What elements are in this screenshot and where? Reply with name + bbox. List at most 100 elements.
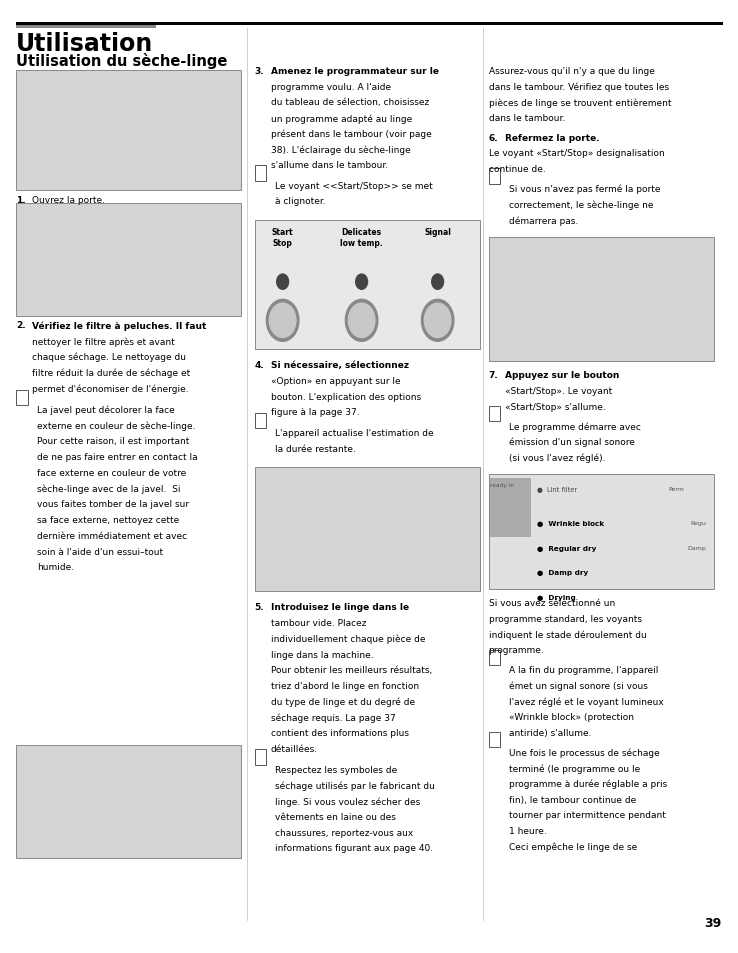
Text: figure à la page 37.: figure à la page 37. — [271, 408, 359, 416]
Text: Si nécessaire, sélectionnez: Si nécessaire, sélectionnez — [271, 360, 409, 370]
Text: 6.: 6. — [489, 133, 498, 142]
Text: Appuyez sur le bouton: Appuyez sur le bouton — [505, 371, 619, 379]
Text: indiquent le stade déroulement du: indiquent le stade déroulement du — [489, 630, 646, 639]
Text: linge dans la machine.: linge dans la machine. — [271, 650, 373, 659]
Text: Le voyant «Start/Stop» designalisation: Le voyant «Start/Stop» designalisation — [489, 149, 664, 158]
Text: du type de linge et du degré de: du type de linge et du degré de — [271, 697, 415, 706]
Text: dans le tambour.: dans le tambour. — [489, 113, 565, 123]
Text: la durée restante.: la durée restante. — [275, 444, 356, 453]
Text: La javel peut décolorer la face: La javel peut décolorer la face — [37, 405, 175, 415]
Text: Damp: Damp — [687, 545, 706, 550]
Text: «Wrinkle block» (protection: «Wrinkle block» (protection — [509, 712, 634, 721]
Text: séchage requis. La page 37: séchage requis. La page 37 — [271, 713, 396, 722]
Text: terminé (le programme ou le: terminé (le programme ou le — [509, 763, 641, 773]
Text: «Start/Stop». Le voyant: «Start/Stop». Le voyant — [505, 386, 612, 395]
Circle shape — [269, 304, 296, 338]
Text: ●  Drying: ● Drying — [537, 595, 576, 600]
Text: continue de.: continue de. — [489, 165, 545, 173]
Text: externe en couleur de sèche-linge.: externe en couleur de sèche-linge. — [37, 421, 196, 431]
Bar — [16, 745, 241, 858]
Text: vous faites tomber de la javel sur: vous faites tomber de la javel sur — [37, 499, 189, 509]
Text: 1 heure.: 1 heure. — [509, 826, 547, 835]
Text: ●  Damp dry: ● Damp dry — [537, 570, 587, 576]
Bar — [16, 390, 28, 405]
Bar — [255, 413, 266, 428]
Bar — [255, 220, 480, 349]
Text: 2.: 2. — [16, 321, 26, 330]
Circle shape — [345, 300, 378, 342]
Text: 39: 39 — [705, 916, 722, 929]
Bar — [255, 166, 266, 181]
Text: Pour obtenir les meilleurs résultats,: Pour obtenir les meilleurs résultats, — [271, 665, 432, 675]
Text: Start
Stop: Start Stop — [272, 228, 294, 248]
Text: ●  Lint filter: ● Lint filter — [537, 486, 576, 492]
Text: sa face externe, nettoyez cette: sa face externe, nettoyez cette — [37, 516, 179, 524]
Text: Utilisation du sèche-linge: Utilisation du sèche-linge — [16, 53, 227, 70]
Text: Le programme démarre avec: Le programme démarre avec — [509, 421, 641, 431]
Text: Utilisation: Utilisation — [16, 32, 154, 56]
Text: émission d'un signal sonore: émission d'un signal sonore — [509, 437, 635, 447]
Text: émet un signal sonore (si vous: émet un signal sonore (si vous — [509, 680, 648, 690]
Text: présent dans le tambour (voir page: présent dans le tambour (voir page — [271, 130, 432, 139]
Bar — [490, 478, 531, 537]
Text: 3.: 3. — [255, 67, 264, 75]
Text: démarrera pas.: démarrera pas. — [509, 215, 579, 225]
Text: programme voulu. A l'aide: programme voulu. A l'aide — [271, 83, 391, 91]
Bar — [16, 24, 156, 29]
Text: détaillées.: détaillées. — [271, 744, 318, 753]
Text: dernière immédiatement et avec: dernière immédiatement et avec — [37, 531, 187, 540]
Bar — [489, 169, 500, 184]
Text: Refermez la porte.: Refermez la porte. — [505, 133, 599, 142]
Text: Ceci empêche le linge de se: Ceci empêche le linge de se — [509, 841, 638, 851]
Text: vêtements en laine ou des: vêtements en laine ou des — [275, 812, 396, 821]
Text: filtre réduit la durée de séchage et: filtre réduit la durée de séchage et — [32, 368, 190, 377]
Text: Regu: Regu — [690, 520, 706, 525]
Text: un programme adapté au linge: un programme adapté au linge — [271, 113, 412, 123]
Text: Si vous n'avez pas fermé la porte: Si vous n'avez pas fermé la porte — [509, 184, 661, 193]
Text: 1.: 1. — [16, 195, 26, 204]
Circle shape — [348, 304, 375, 338]
Bar — [16, 71, 241, 191]
Text: nettoyer le filtre après et avant: nettoyer le filtre après et avant — [32, 337, 175, 346]
Circle shape — [421, 300, 454, 342]
Text: du tableau de sélection, choisissez: du tableau de sélection, choisissez — [271, 98, 429, 107]
Bar — [489, 475, 714, 589]
Text: linge. Si vous voulez sécher des: linge. Si vous voulez sécher des — [275, 796, 421, 805]
Text: programme standard, les voyants: programme standard, les voyants — [489, 614, 641, 623]
Text: soin à l'aide d'un essui–tout: soin à l'aide d'un essui–tout — [37, 547, 163, 556]
Text: 7.: 7. — [489, 371, 498, 379]
Text: Ouvrez la porte.: Ouvrez la porte. — [32, 195, 106, 204]
Text: Introduisez le linge dans le: Introduisez le linge dans le — [271, 602, 409, 612]
Text: à clignoter.: à clignoter. — [275, 197, 326, 206]
Text: «Start/Stop» s'allume.: «Start/Stop» s'allume. — [505, 402, 606, 411]
Text: Pour cette raison, il est important: Pour cette raison, il est important — [37, 436, 189, 446]
Text: Vérifiez le filtre à peluches. Il faut: Vérifiez le filtre à peluches. Il faut — [32, 321, 207, 331]
Text: séchage utilisés par le fabricant du: séchage utilisés par le fabricant du — [275, 781, 435, 790]
Text: programme à durée réglable a pris: programme à durée réglable a pris — [509, 779, 667, 788]
Text: 4.: 4. — [255, 360, 264, 370]
Text: chaussures, reportez-vous aux: chaussures, reportez-vous aux — [275, 827, 413, 837]
Text: l'avez réglé et le voyant lumineux: l'avez réglé et le voyant lumineux — [509, 697, 664, 706]
Circle shape — [277, 274, 289, 290]
Text: dans le tambour. Vérifiez que toutes les: dans le tambour. Vérifiez que toutes les — [489, 83, 669, 91]
Text: L'appareil actualise l'estimation de: L'appareil actualise l'estimation de — [275, 428, 434, 437]
Text: Amenez le programmateur sur le: Amenez le programmateur sur le — [271, 67, 439, 75]
Text: tourner par intermittence pendant: tourner par intermittence pendant — [509, 810, 666, 820]
Bar — [489, 650, 500, 665]
Text: humide.: humide. — [37, 562, 74, 572]
Circle shape — [356, 274, 368, 290]
Circle shape — [266, 300, 299, 342]
Text: contient des informations plus: contient des informations plus — [271, 728, 409, 738]
Bar — [255, 749, 266, 764]
Text: pièces de linge se trouvent entièrement: pièces de linge se trouvent entièrement — [489, 98, 671, 108]
Text: individuellement chaque pièce de: individuellement chaque pièce de — [271, 634, 425, 643]
Text: Perm: Perm — [668, 486, 684, 491]
Text: Une fois le processus de séchage: Une fois le processus de séchage — [509, 747, 660, 757]
Bar — [255, 467, 480, 591]
Text: Signal: Signal — [424, 228, 451, 237]
Text: ●  Regular dry: ● Regular dry — [537, 545, 596, 551]
Circle shape — [424, 304, 451, 338]
Text: ready in: ready in — [490, 482, 514, 487]
Text: tambour vide. Placez: tambour vide. Placez — [271, 618, 366, 627]
Text: Le voyant <<Start/Stop>> se met: Le voyant <<Start/Stop>> se met — [275, 181, 433, 191]
